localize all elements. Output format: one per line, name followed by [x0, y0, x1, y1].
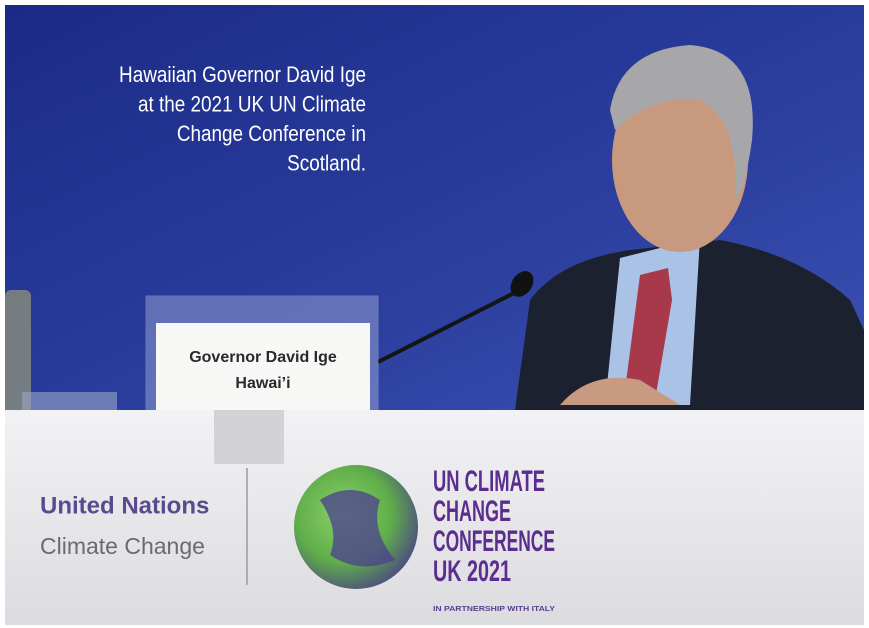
name-card-place: Hawai’i: [235, 375, 290, 392]
caption-line: Change Conference in: [177, 122, 366, 147]
caption-line: at the 2021 UK UN Climate: [138, 92, 366, 117]
partnership: IN PARTNERSHIP WITH ITALY: [433, 606, 555, 613]
page: Governor David Ige Hawai’i United Nation…: [0, 0, 869, 628]
card-clip: [214, 410, 284, 464]
name-card: [156, 323, 370, 413]
caption-line: Scotland.: [287, 151, 366, 176]
name-card-name: Governor David Ige: [189, 349, 337, 366]
conference-title-line: CHANGE: [433, 495, 511, 528]
org-subtitle: Climate Change: [40, 533, 205, 559]
photo: Governor David Ige Hawai’i United Nation…: [0, 0, 869, 628]
org-name: United Nations: [40, 492, 209, 519]
caption-line: Hawaiian Governor David Ige: [119, 63, 366, 88]
conference-title-line: UK 2021: [433, 555, 511, 588]
conference-title-line: CONFERENCE: [433, 525, 555, 558]
conference-title-line: UN CLIMATE: [433, 465, 545, 498]
